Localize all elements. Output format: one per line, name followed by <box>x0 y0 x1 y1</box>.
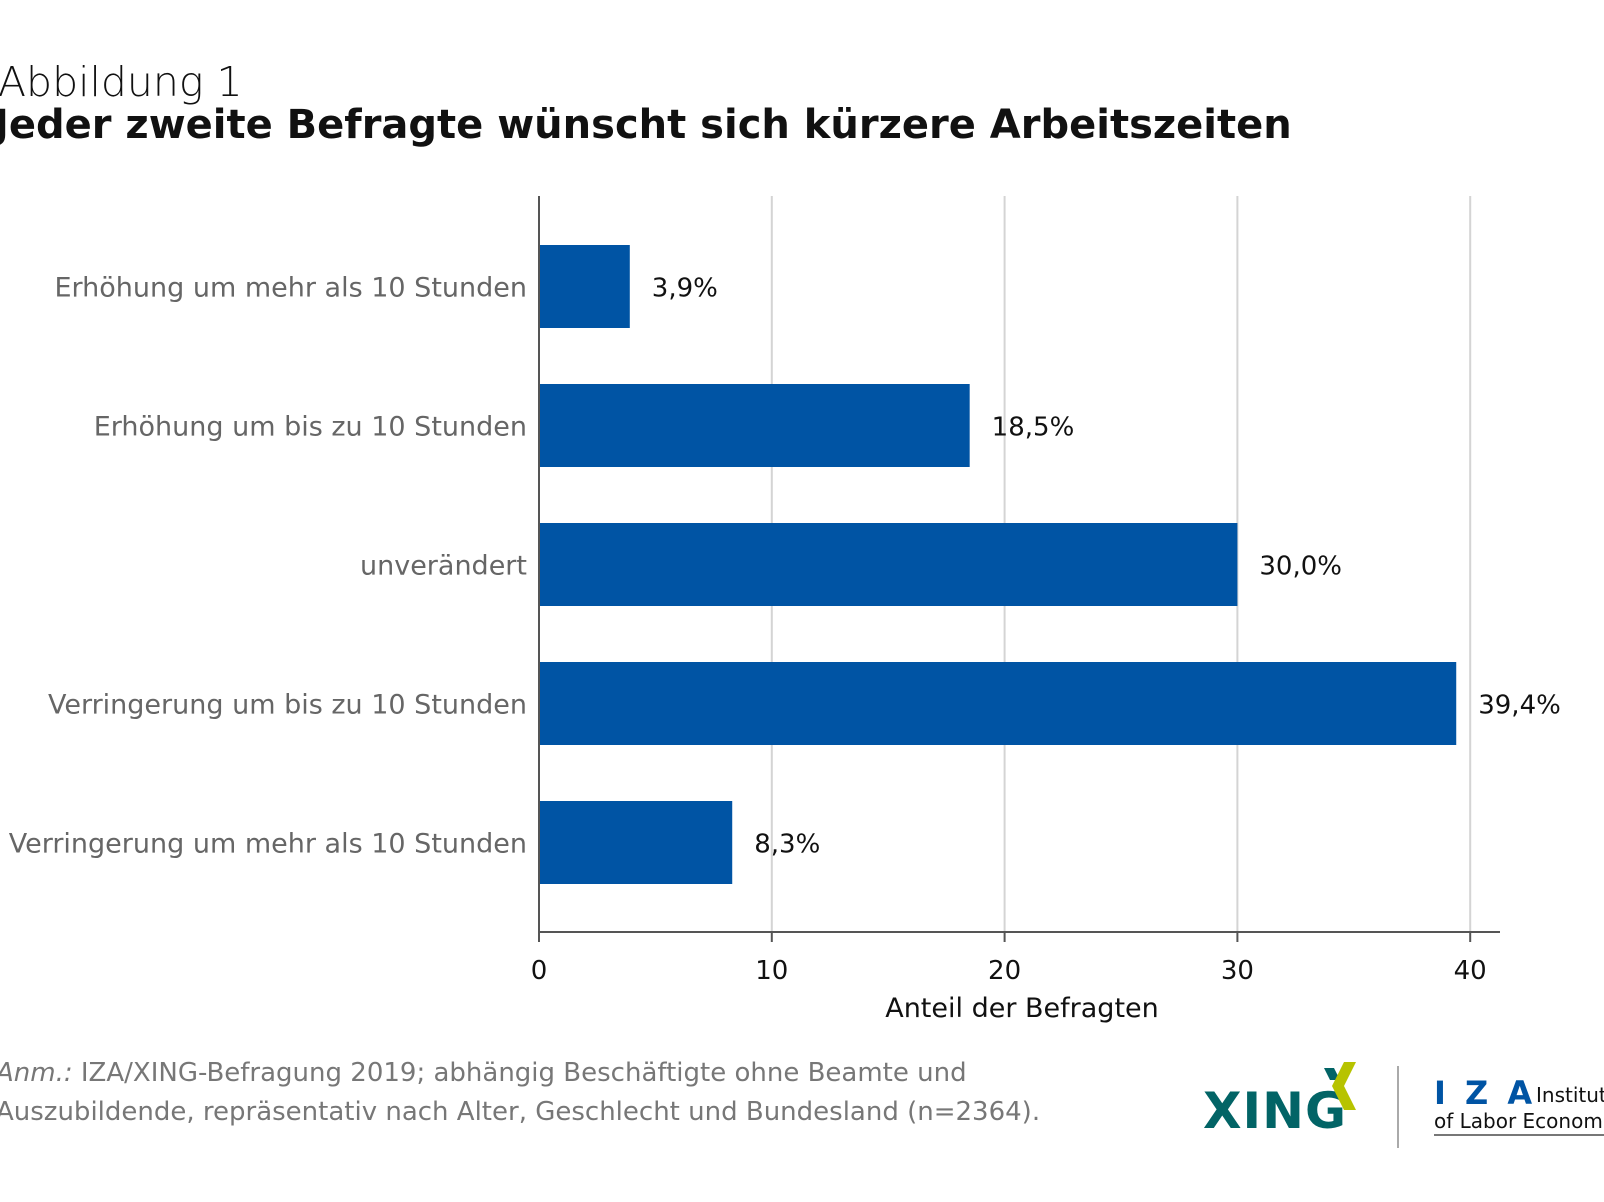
x-tick-label: 10 <box>755 956 788 986</box>
category-label: unverändert <box>360 551 527 582</box>
iza-logo: I Z A <box>1434 1074 1537 1112</box>
data-label: 8,3% <box>754 830 820 860</box>
xing-x-icon <box>1324 1062 1356 1110</box>
category-label: Verringerung um mehr als 10 Stunden <box>9 829 527 860</box>
figure-label: Abbildung 1 <box>0 58 243 106</box>
category-label: Erhöhung um mehr als 10 Stunden <box>54 273 527 304</box>
data-label: 18,5% <box>992 413 1075 443</box>
bar <box>539 245 630 328</box>
x-tick-label: 30 <box>1221 956 1254 986</box>
x-axis-title: Anteil der Befragten <box>885 993 1159 1024</box>
data-label: 3,9% <box>652 274 718 304</box>
footnote-text-1: IZA/XING-Befragung 2019; abhängig Beschä… <box>72 1058 967 1088</box>
x-tick-label: 0 <box>531 956 548 986</box>
logo-divider <box>1397 1066 1399 1148</box>
footnote-line-1: Anm.: IZA/XING-Befragung 2019; abhängig … <box>0 1058 967 1088</box>
iza-sub-1: Institute <box>1536 1083 1604 1107</box>
bar <box>539 662 1457 745</box>
footnote-prefix: Anm.: <box>0 1058 73 1088</box>
bar <box>539 523 1238 606</box>
category-label: Verringerung um bis zu 10 Stunden <box>48 690 527 721</box>
iza-sub-2: of Labor Economics <box>1434 1109 1604 1133</box>
chart-title: Jeder zweite Befragte wünscht sich kürze… <box>0 102 1292 148</box>
iza-underline <box>1434 1134 1604 1136</box>
x-tick-label: 40 <box>1454 956 1487 986</box>
footnote-line-2: Auszubildende, repräsentativ nach Alter,… <box>0 1097 1041 1127</box>
category-label: Erhöhung um bis zu 10 Stunden <box>94 412 527 443</box>
data-label: 30,0% <box>1259 552 1342 582</box>
bar <box>539 801 733 884</box>
bar <box>539 384 970 467</box>
xing-logo: XING <box>1203 1082 1348 1140</box>
data-label: 39,4% <box>1478 691 1561 721</box>
x-tick-label: 20 <box>988 956 1021 986</box>
